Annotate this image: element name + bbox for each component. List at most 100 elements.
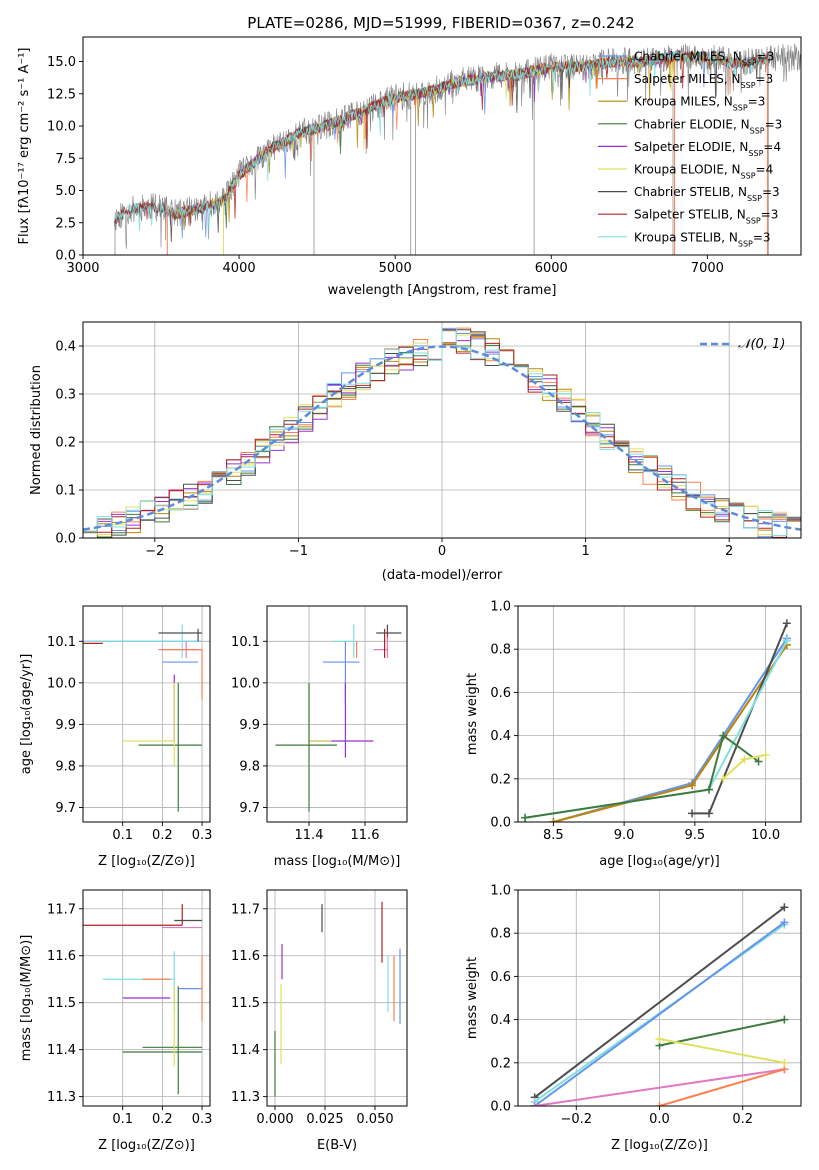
y-tick-label: 0.1 bbox=[55, 484, 76, 499]
normal-curve bbox=[83, 345, 801, 531]
legend-entry: Salpeter ELODIE, NSSP=4 bbox=[634, 140, 781, 158]
x-tick-label: 0.2 bbox=[152, 828, 173, 843]
legend-entry: Kroupa STELIB, NSSP=3 bbox=[634, 230, 771, 248]
y-axis-label: Flux [fλ10⁻¹⁷ erg cm⁻² s⁻¹ A⁻¹] bbox=[17, 48, 32, 245]
x-axis-label: Z [log₁₀(Z/Z⊙)] bbox=[98, 854, 195, 869]
y-tick-label: 0.8 bbox=[490, 643, 511, 658]
panel-mass-vs-Z: 0.1 0.2 0.3 11.3 11.4 11.5 11.6 11.7 Z [log₁₀(Z/… bbox=[19, 889, 212, 1153]
y-tick-label: 0.0 bbox=[55, 249, 76, 264]
axes-frame bbox=[82, 889, 211, 1107]
legend-entry: 𝒩(0, 1) bbox=[738, 337, 785, 352]
y-tick-label: 1.0 bbox=[490, 600, 511, 615]
y-tick-label: 11.5 bbox=[47, 996, 76, 1011]
y-tick-label: 7.5 bbox=[55, 152, 76, 167]
y-tick-label: 11.3 bbox=[47, 1090, 76, 1105]
series-marker bbox=[705, 809, 714, 818]
plot-area-mass-vs-Z bbox=[83, 890, 210, 1106]
x-tick-label: 9.5 bbox=[685, 828, 706, 843]
y-axis-label: Normed distribution bbox=[29, 365, 44, 495]
y-tick-label: 0.2 bbox=[490, 772, 511, 787]
series-marker bbox=[719, 774, 728, 783]
y-tick-label: 9.7 bbox=[239, 801, 260, 816]
y-tick-label: 15.0 bbox=[47, 55, 76, 70]
y-tick-label: 11.3 bbox=[231, 1090, 260, 1105]
series-line bbox=[659, 1038, 785, 1064]
y-tick-label: 9.9 bbox=[55, 718, 76, 733]
plot-area-residuals bbox=[83, 322, 801, 538]
series-marker bbox=[688, 781, 697, 790]
panel-spectrum: PLATE=0286, MJD=51999, FIBERID=0367, z=0… bbox=[17, 14, 802, 298]
series-marker bbox=[782, 636, 791, 645]
axes-frame bbox=[266, 605, 408, 823]
model-spectrum-chabrier-stelib bbox=[113, 49, 771, 243]
plot-area-age-vs-Z bbox=[83, 606, 210, 822]
y-tick-label: 10.0 bbox=[47, 676, 76, 691]
series-marker bbox=[780, 1015, 789, 1024]
x-axis-label: Z [log₁₀(Z/Z⊙)] bbox=[611, 1138, 708, 1153]
series-marker bbox=[530, 1102, 539, 1106]
x-axis-label: mass [log₁₀(M/M⊙)] bbox=[274, 854, 401, 869]
legend-entry: Chabrier MILES, NSSP=3 bbox=[634, 50, 774, 68]
panel-age-vs-Z: 0.1 0.2 0.3 9.7 9.8 9.9 10.0 10.1 Z [log₁₀(Z/Z⊙)… bbox=[19, 605, 212, 869]
y-tick-label: 0.4 bbox=[55, 340, 76, 355]
series-marker bbox=[655, 1035, 664, 1044]
model-spectrum-kroupa-elodie bbox=[223, 52, 677, 204]
series-line bbox=[534, 921, 785, 1106]
legend-entry: Salpeter STELIB, NSSP=3 bbox=[634, 208, 778, 226]
axes-frame bbox=[82, 605, 211, 823]
series-line bbox=[659, 1018, 785, 1047]
y-axis-label: age [log₁₀(age/yr)] bbox=[19, 654, 34, 775]
x-axis-label: (data-model)/error bbox=[382, 568, 503, 583]
plot-area-spectrum bbox=[113, 43, 801, 255]
series-line bbox=[659, 1068, 785, 1106]
x-axis-label: age [log₁₀(age/yr)] bbox=[599, 854, 720, 869]
series-marker bbox=[549, 818, 558, 822]
x-tick-label: 0.2 bbox=[152, 1112, 173, 1127]
y-tick-label: 10.0 bbox=[231, 676, 260, 691]
x-tick-label: 7000 bbox=[691, 261, 724, 276]
series-line bbox=[524, 640, 788, 819]
series-marker bbox=[705, 785, 714, 794]
panel-age-vs-mass: 11.4 11.6 9.7 9.8 9.9 10.0 10.1 mass [log₁₀(M/M… bbox=[231, 605, 408, 869]
y-tick-label: 11.5 bbox=[231, 996, 260, 1011]
plot-area-massweight-vs-Z bbox=[518, 890, 801, 1106]
x-axis-label: wavelength [Angstrom, rest frame] bbox=[328, 283, 557, 298]
x-tick-label: −1 bbox=[289, 544, 308, 559]
x-tick-label: 1 bbox=[581, 544, 589, 559]
y-tick-label: 0.0 bbox=[490, 1100, 511, 1115]
plot-area-mass-vs-ebv bbox=[267, 890, 407, 1106]
axes-frame bbox=[517, 605, 802, 823]
series-marker bbox=[780, 1058, 789, 1067]
series-line bbox=[524, 733, 760, 819]
series-marker bbox=[782, 619, 791, 628]
model-spectrum-salpeter-elodie bbox=[223, 50, 676, 206]
series-marker bbox=[780, 918, 789, 927]
panel-massweight-vs-Z: −0.2 0.0 0.2 0.0 0.2 0.4 0.6 0.8 1.0 Z [log₁₀(Z/Z… bbox=[465, 884, 802, 1153]
series-line bbox=[553, 637, 788, 822]
y-tick-label: 11.6 bbox=[231, 949, 260, 964]
y-tick-label: 10.0 bbox=[47, 120, 76, 135]
y-tick-label: 9.7 bbox=[55, 801, 76, 816]
series-marker bbox=[780, 903, 789, 912]
y-tick-label: 10.1 bbox=[231, 635, 260, 650]
y-tick-label: 11.6 bbox=[47, 949, 76, 964]
histogram-kroupa-stelib bbox=[83, 327, 801, 536]
y-tick-label: 9.8 bbox=[55, 759, 76, 774]
y-axis-label: mass [log₁₀(M/M⊙)] bbox=[19, 935, 34, 1062]
x-tick-label: −0.2 bbox=[560, 1112, 592, 1127]
y-tick-label: 0.4 bbox=[490, 1013, 511, 1028]
plot-area-massweight-vs-age bbox=[518, 606, 801, 822]
y-tick-label: 2.5 bbox=[55, 216, 76, 231]
y-tick-label: 11.7 bbox=[47, 902, 76, 917]
series-marker bbox=[761, 751, 770, 760]
legend-entry: Chabrier ELODIE, NSSP=3 bbox=[634, 117, 782, 135]
plot-area-age-vs-mass bbox=[267, 606, 407, 822]
y-tick-label: 9.8 bbox=[239, 759, 260, 774]
x-tick-label: 0.1 bbox=[112, 828, 133, 843]
x-tick-label: −2 bbox=[145, 544, 164, 559]
series-marker bbox=[740, 755, 749, 764]
x-tick-label: 4000 bbox=[223, 261, 256, 276]
x-tick-label: 5000 bbox=[379, 261, 412, 276]
x-tick-label: 0.050 bbox=[356, 1112, 393, 1127]
y-tick-label: 0.2 bbox=[490, 1056, 511, 1071]
